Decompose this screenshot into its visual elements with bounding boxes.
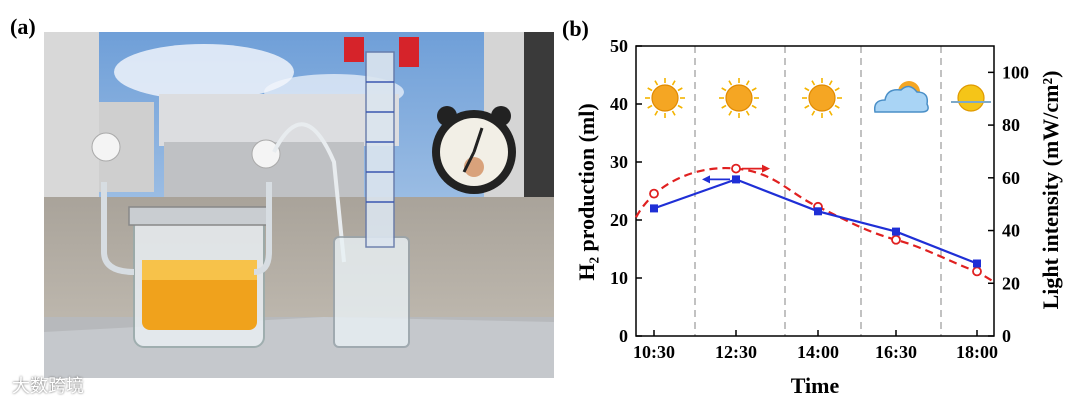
y-axis-label-right: Light intensity (mW/cm²) <box>1038 71 1063 310</box>
sun-ray <box>654 80 659 86</box>
panel-a-label: (a) <box>10 14 36 39</box>
x-tick-label: 14:00 <box>797 342 839 362</box>
left-tick-label: 10 <box>610 268 628 288</box>
sun-ray <box>671 80 676 86</box>
sun-ray <box>834 104 840 109</box>
sun-ray <box>721 104 727 109</box>
sun-ray <box>804 87 810 92</box>
sun-ray <box>745 80 750 86</box>
sun-ray <box>828 110 833 116</box>
x-axis-label: Time <box>791 373 840 398</box>
right-axis: 0 20 40 60 80 100 <box>988 62 1029 346</box>
left-tick-label: 30 <box>610 152 628 172</box>
sun-ray <box>811 80 816 86</box>
sun-disc <box>957 84 985 112</box>
plot-frame <box>635 45 995 337</box>
h2-production-point <box>732 175 740 184</box>
weather-icons <box>645 78 991 118</box>
sun-ray <box>834 87 840 92</box>
y-axis-label-left: H₂ production (ml) <box>574 103 599 280</box>
light-intensity-point <box>891 234 901 245</box>
watermark-text: 大数跨境 <box>12 376 84 397</box>
sun-ray <box>647 87 653 92</box>
left-tick-label: 20 <box>610 210 628 230</box>
sun-ray <box>745 110 750 116</box>
h2-production-point <box>892 227 900 236</box>
light-intensity-point <box>972 266 982 277</box>
sun-ray <box>828 80 833 86</box>
sun-ray <box>811 110 816 116</box>
right-tick-label: 40 <box>1002 221 1020 241</box>
sun-disc <box>725 84 753 112</box>
sun-ray <box>677 87 683 92</box>
right-tick-label: 100 <box>1002 62 1029 82</box>
sunset-icon <box>951 84 991 112</box>
sun-ray <box>804 104 810 109</box>
left-axis: 0 10 20 30 40 50 <box>610 36 642 346</box>
left-tick-label: 40 <box>610 94 628 114</box>
sun-ray <box>677 104 683 109</box>
cloud-shape <box>873 85 929 113</box>
sun-ray <box>751 104 757 109</box>
sun-ray <box>654 110 659 116</box>
sun-ray <box>751 87 757 92</box>
sun-disc <box>808 84 836 112</box>
sun-icon <box>645 78 685 118</box>
sun-ray <box>728 80 733 86</box>
right-tick-label: 20 <box>1002 273 1020 293</box>
period-separators <box>694 46 942 336</box>
sun-ray <box>671 110 676 116</box>
sun-icon <box>719 78 759 118</box>
left-tick-label: 0 <box>619 326 628 346</box>
sun-icon <box>802 78 842 118</box>
right-arrow-head <box>762 164 770 173</box>
right-tick-label: 0 <box>1002 326 1011 346</box>
left-arrow-head <box>702 175 710 184</box>
x-tick-label: 18:00 <box>956 342 998 362</box>
light-intensity-point <box>731 163 741 174</box>
x-axis: 10:30 12:30 14:00 16:30 18:00 <box>633 330 998 362</box>
right-tick-label: 80 <box>1002 115 1020 135</box>
light-intensity-point <box>649 188 659 199</box>
sun-disc <box>651 84 679 112</box>
right-tick-label: 60 <box>1002 168 1020 188</box>
x-tick-label: 12:30 <box>715 342 757 362</box>
sun-ray <box>728 110 733 116</box>
partly-cloudy-icon <box>873 81 929 113</box>
left-tick-label: 50 <box>610 36 628 56</box>
series-group <box>635 163 993 282</box>
experiment-photo <box>44 32 554 378</box>
h2-production-point <box>814 207 822 216</box>
panel-b-label: (b) <box>562 16 589 41</box>
sun-ray <box>721 87 727 92</box>
x-tick-label: 16:30 <box>875 342 917 362</box>
sun-ray <box>647 104 653 109</box>
h2-production-point <box>650 204 658 213</box>
x-tick-label: 10:30 <box>633 342 675 362</box>
h2-production-point <box>973 259 981 268</box>
light-intensity-line <box>635 166 993 282</box>
